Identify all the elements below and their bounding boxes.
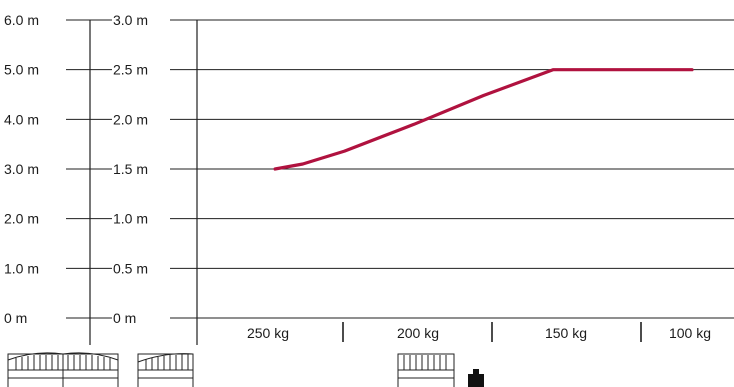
right-tick-label: 2.0 m	[113, 111, 148, 127]
double-swing-gate-icon	[7, 352, 119, 387]
right-tick-label: 0.5 m	[113, 260, 148, 276]
right-tick-label: 1.0 m	[113, 211, 148, 227]
right-tick-label: 0 m	[113, 310, 136, 326]
x-tick-label: 100 kg	[669, 325, 711, 341]
left-axis-ticks: 0 m 1.0 m 2.0 m 3.0 m 4.0 m 5.0 m 6.0 m	[4, 12, 90, 326]
left-tick-label: 6.0 m	[4, 12, 39, 28]
series-group	[273, 68, 694, 171]
series-line	[273, 68, 694, 171]
left-tick-label: 0 m	[4, 310, 27, 326]
left-tick-label: 4.0 m	[4, 111, 39, 127]
x-tick-label: 150 kg	[545, 325, 587, 341]
right-tick-label: 2.5 m	[113, 62, 148, 78]
weight-icon	[468, 369, 484, 387]
x-tick-label: 250 kg	[247, 325, 289, 341]
left-tick-label: 3.0 m	[4, 161, 39, 177]
axes	[89, 20, 198, 345]
right-tick-label: 3.0 m	[113, 12, 148, 28]
x-axis-ticks: 250 kg 200 kg 150 kg 100 kg	[247, 322, 711, 342]
x-tick-label: 200 kg	[397, 325, 439, 341]
gate-icons	[7, 352, 484, 387]
right-axis-ticks: 0 m 0.5 m 1.0 m 1.5 m 2.0 m 2.5 m 3.0 m	[90, 12, 148, 326]
grid-lines	[170, 19, 734, 319]
left-tick-label: 2.0 m	[4, 211, 39, 227]
sliding-gate-icon	[397, 353, 455, 387]
single-swing-gate-icon	[137, 353, 194, 387]
left-tick-label: 1.0 m	[4, 260, 39, 276]
right-tick-label: 1.5 m	[113, 161, 148, 177]
left-tick-label: 5.0 m	[4, 62, 39, 78]
